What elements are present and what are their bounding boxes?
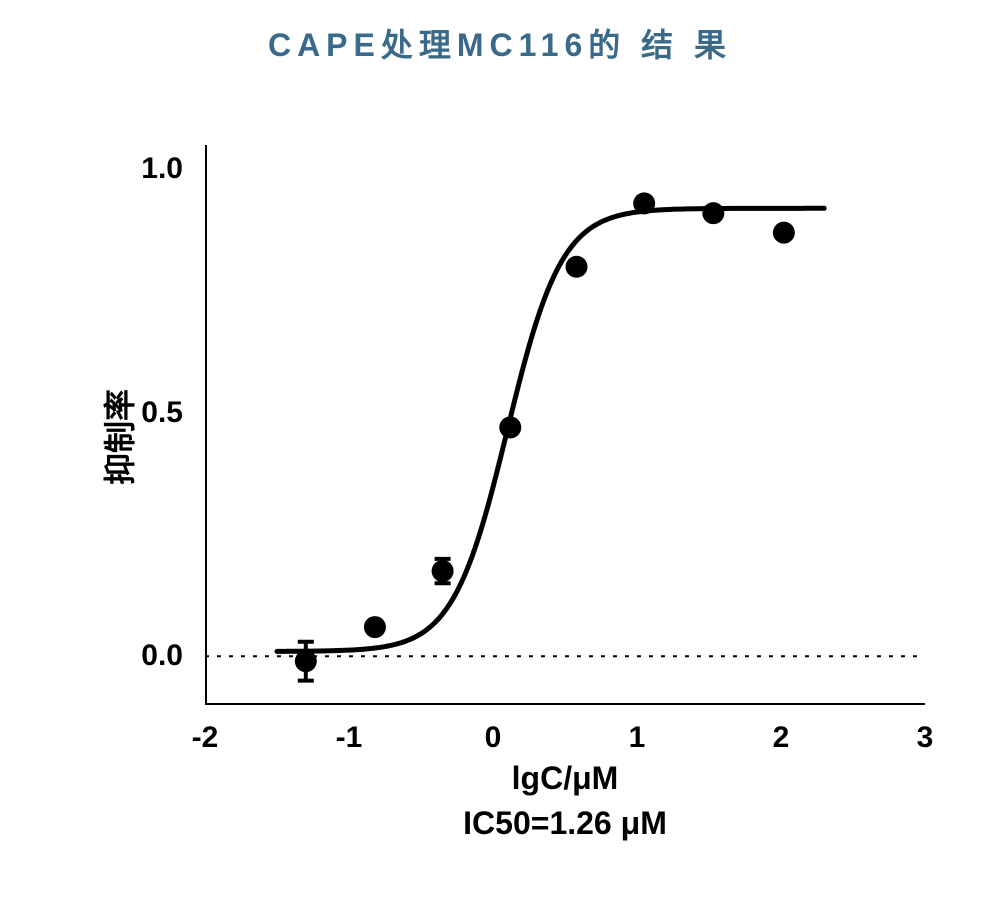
chart-title: CAPE处理MC116的 结 果	[0, 20, 1000, 66]
x-tick-label: -1	[329, 721, 369, 755]
x-axis-label: lgC/μM	[415, 760, 715, 797]
page: CAPE处理MC116的 结 果 抑制率 lgC/μM IC50=1.26 μM…	[0, 0, 1000, 909]
x-tick-label: 0	[473, 721, 513, 755]
x-tick-label: 3	[905, 721, 945, 755]
y-tick-label: 0.0	[123, 639, 183, 673]
y-tick-label: 0.5	[123, 396, 183, 430]
x-tick-label: -2	[185, 721, 225, 755]
x-tick-label: 1	[617, 721, 657, 755]
ic50-label: IC50=1.26 μM	[365, 805, 765, 842]
x-tick-label: 2	[761, 721, 801, 755]
chart-plot	[205, 145, 925, 705]
y-tick-label: 1.0	[123, 152, 183, 186]
